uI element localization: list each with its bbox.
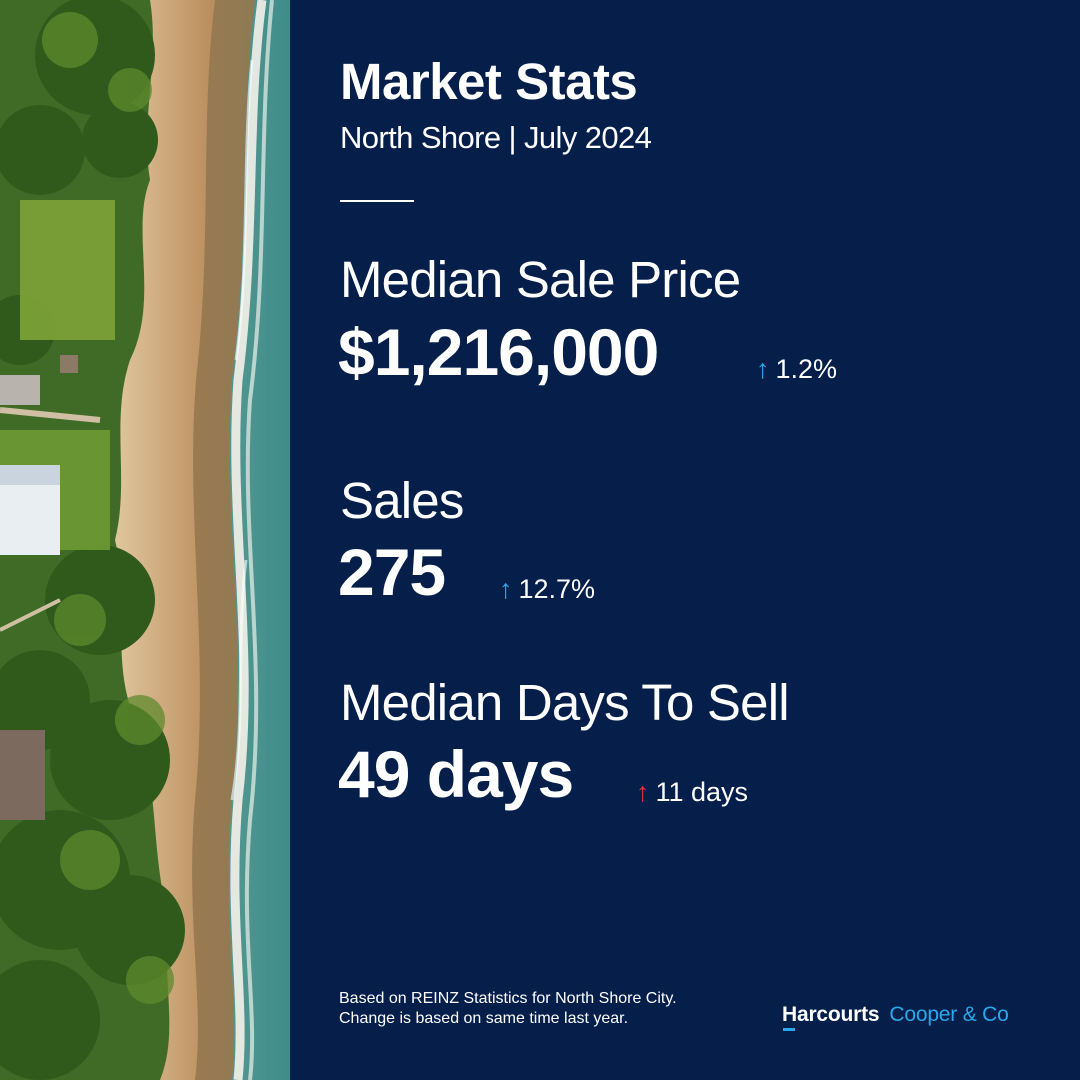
stats-panel: Market Stats North Shore | July 2024 Med…	[290, 0, 1080, 1080]
stat-value-median-price: $1,216,000	[338, 315, 659, 389]
brand-logo: Harcourts Cooper & Co	[782, 1003, 1009, 1031]
stat-change-days-to-sell: ↑ 11 days	[636, 775, 748, 809]
stat-change-text: 1.2%	[775, 354, 838, 384]
title-divider	[340, 200, 414, 202]
up-arrow-icon: ↑	[756, 354, 770, 384]
stat-change-text: 11 days	[655, 777, 749, 807]
footnote-line-1: Based on REINZ Statistics for North Shor…	[339, 990, 677, 1007]
aerial-beach-photo	[0, 0, 290, 1080]
stat-label-sales: Sales	[340, 472, 464, 529]
stat-value-days-to-sell: 49 days	[338, 737, 574, 811]
stat-change-text: 12.7%	[518, 574, 596, 604]
up-arrow-icon: ↑	[636, 777, 650, 807]
up-arrow-icon: ↑	[499, 574, 513, 604]
stat-label-days-to-sell: Median Days To Sell	[340, 674, 790, 731]
stat-value-sales: 275	[338, 535, 446, 609]
brand-office: Cooper & Co	[889, 1003, 1009, 1026]
page-subtitle: North Shore | July 2024	[340, 120, 652, 155]
stat-change-sales: ↑ 12.7%	[499, 572, 595, 606]
footnote: Based on REINZ Statistics for North Shor…	[339, 989, 677, 1029]
brand-name-text: Harcourts	[782, 1003, 880, 1026]
footnote-line-2: Change is based on same time last year.	[339, 1010, 629, 1027]
page-title: Market Stats	[340, 53, 638, 110]
brand-underline	[783, 1028, 795, 1031]
stat-label-median-price: Median Sale Price	[340, 251, 741, 308]
brand-name: Harcourts	[782, 1003, 880, 1031]
stat-change-median-price: ↑ 1.2%	[756, 352, 837, 386]
